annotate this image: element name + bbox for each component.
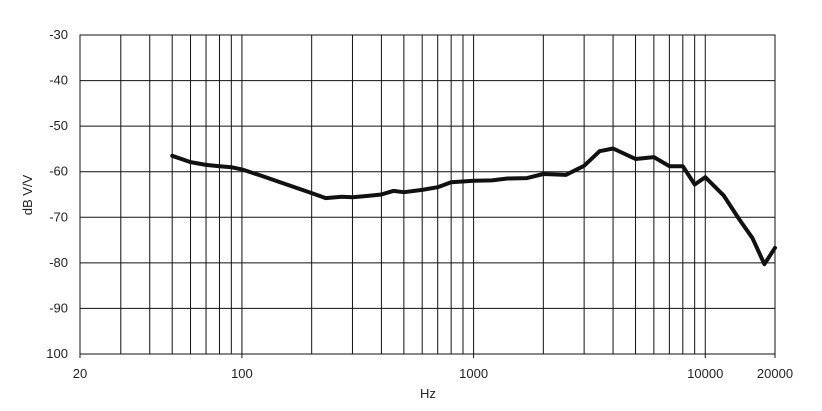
x-tick-label: 100 [231, 366, 253, 381]
y-tick-label: -40 [49, 73, 68, 88]
x-tick-label: 1000 [459, 366, 488, 381]
plot-frame [79, 34, 776, 355]
y-tick-label: -50 [49, 118, 68, 133]
y-tick-label: -90 [49, 300, 68, 315]
x-axis-label: Hz [420, 386, 436, 401]
y-tick-label: -30 [49, 27, 68, 42]
x-tick-label: 20000 [757, 366, 793, 381]
y-tick-label: -70 [49, 209, 68, 224]
x-tick-label: 20 [73, 366, 87, 381]
y-tick-label: -80 [49, 255, 68, 270]
y-tick-label: -60 [49, 164, 68, 179]
line [170, 146, 777, 267]
y-axis-label: dB V/V [20, 174, 35, 215]
y-tick-label: 100 [46, 346, 68, 361]
x-tick-label: 10000 [687, 366, 723, 381]
